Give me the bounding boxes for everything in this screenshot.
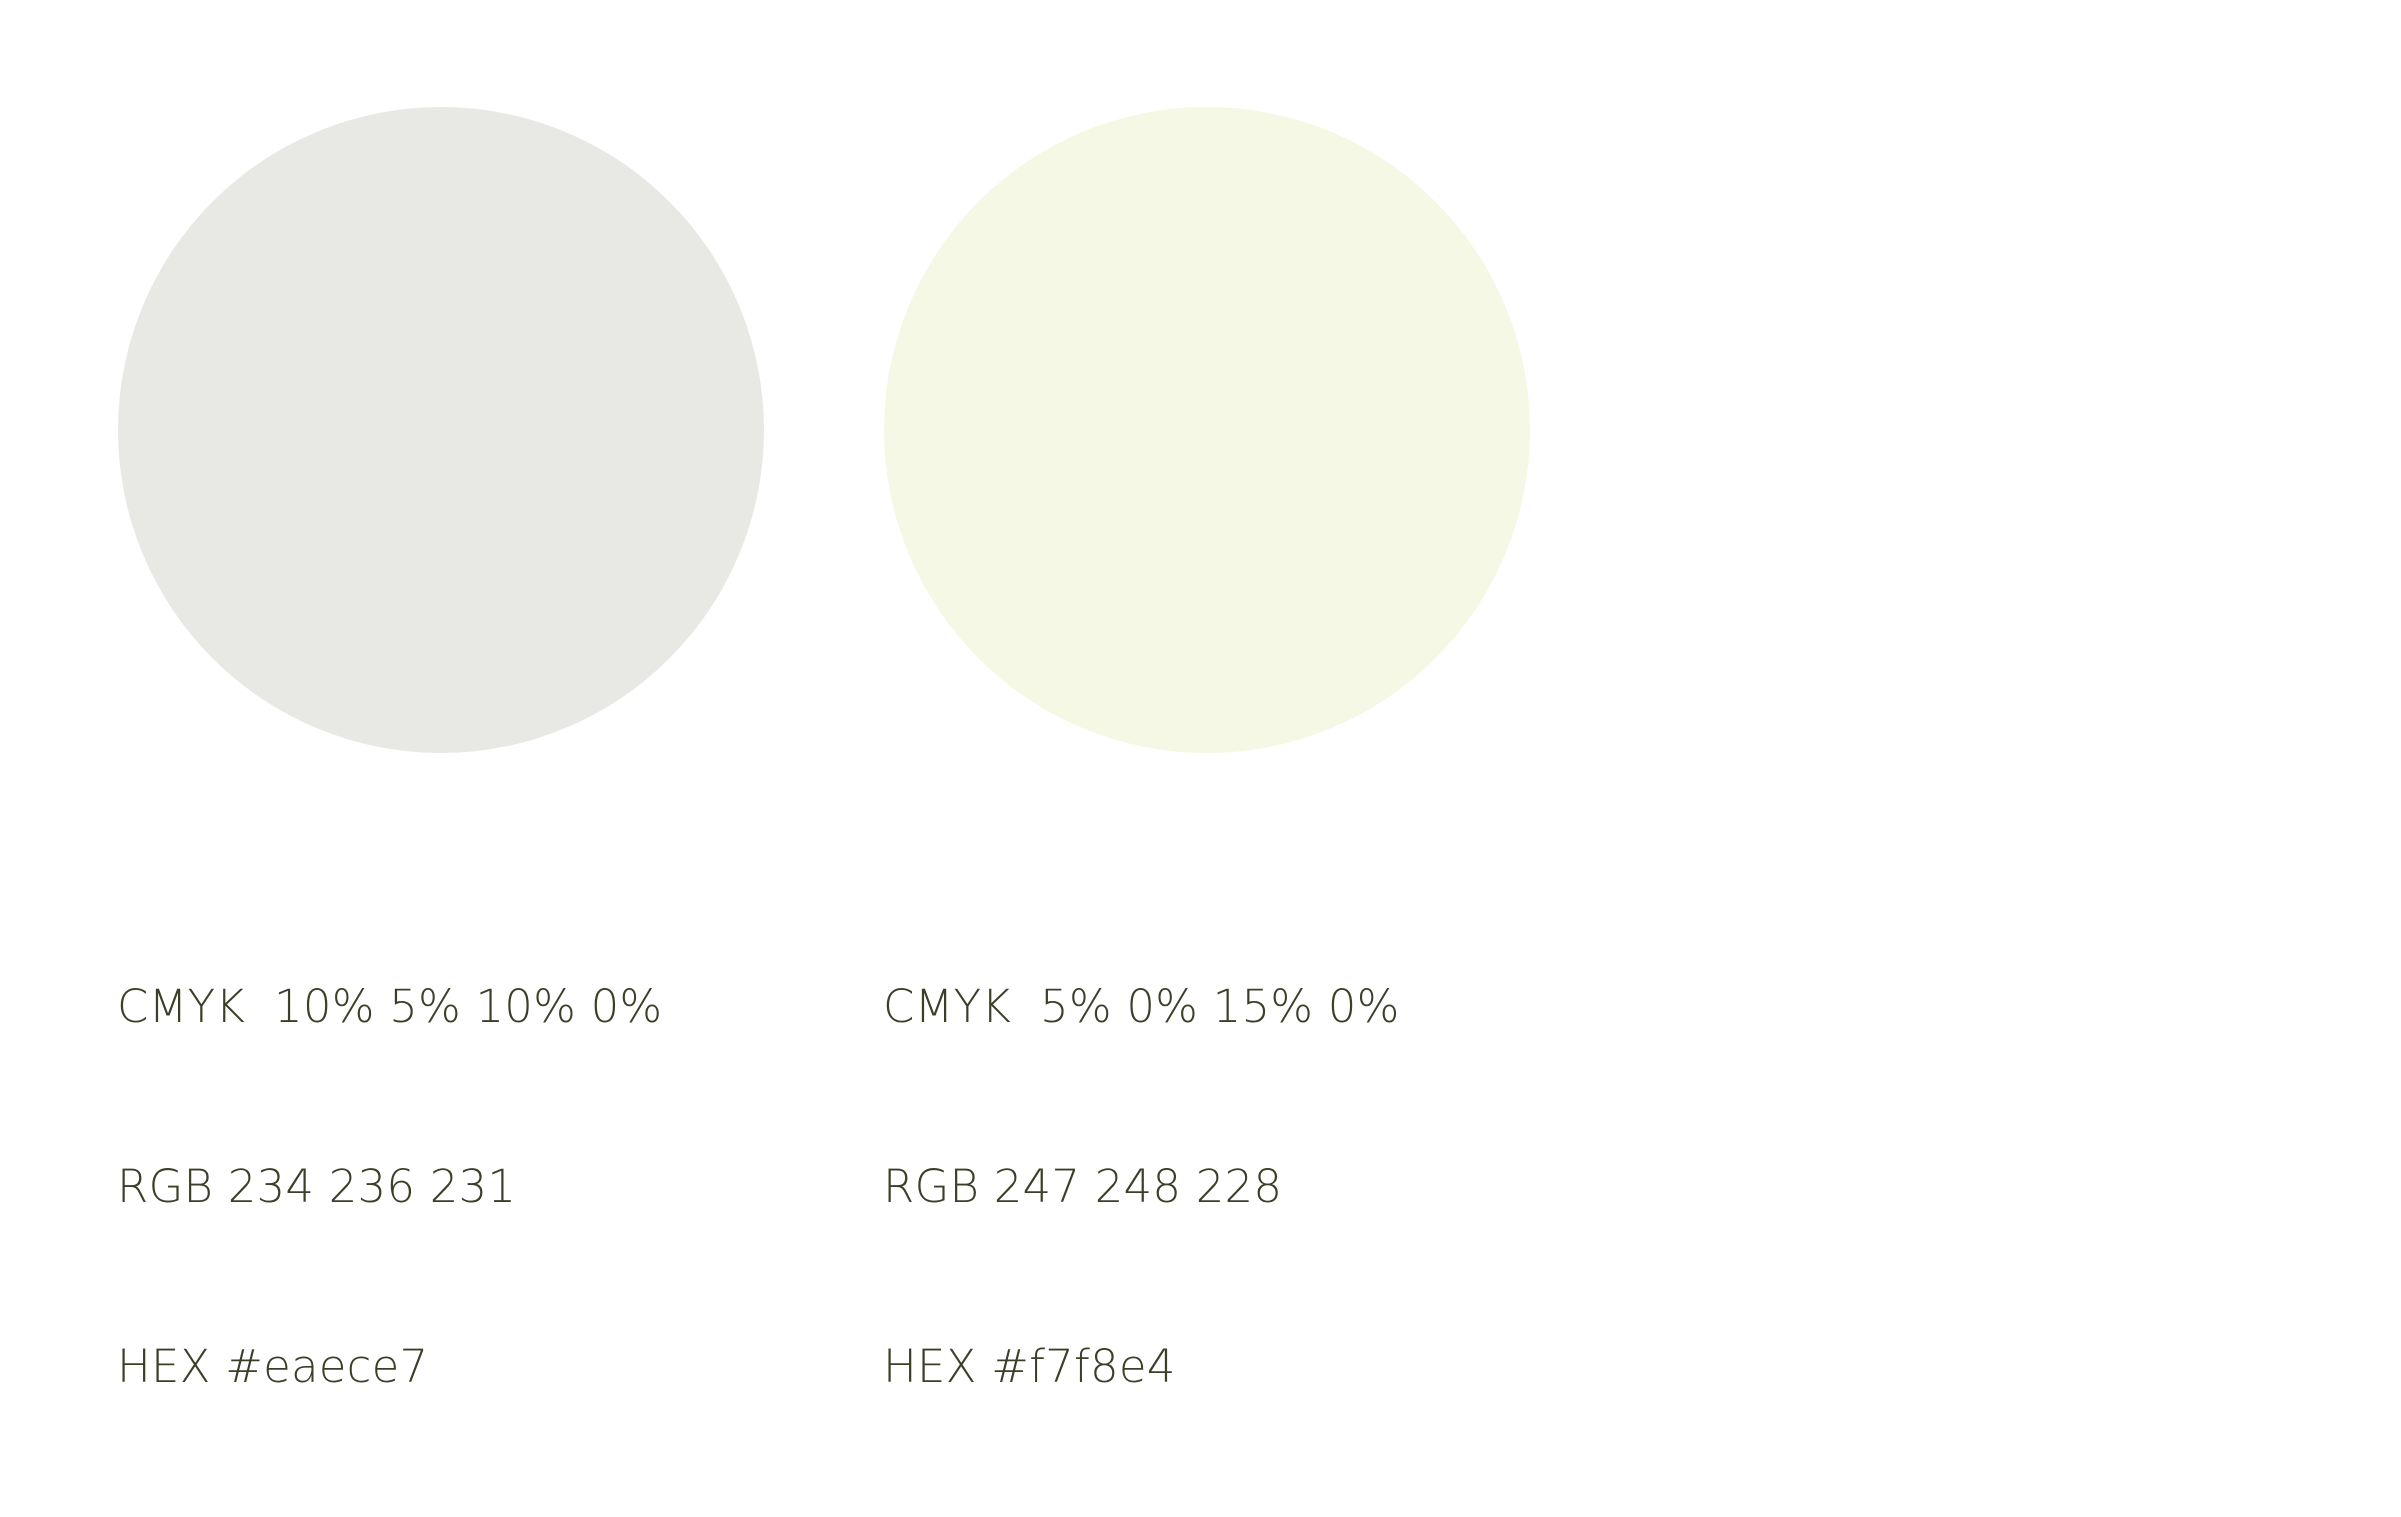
hex-value-2: HEX #f7f8e4 [883,1340,1176,1393]
cmyk-value-1: CMYK 10% 5% 10% 0% [117,980,663,1033]
cmyk-value-2: CMYK 5% 0% 15% 0% [883,980,1400,1033]
color-circle-2 [884,107,1530,753]
color-circle-1 [118,107,764,753]
hex-value-1: HEX #eaece7 [117,1340,429,1393]
color-swatch-1: CMYK 10% 5% 10% 0% RGB 234 236 231 HEX #… [117,0,837,1393]
rgb-value-1: RGB 234 236 231 [117,1160,517,1213]
color-swatch-2: CMYK 5% 0% 15% 0% RGB 247 248 228 HEX #f… [883,0,1603,1393]
rgb-value-2: RGB 247 248 228 [883,1160,1283,1213]
color-spec-1: CMYK 10% 5% 10% 0% RGB 234 236 231 HEX #… [117,857,837,1517]
color-spec-2: CMYK 5% 0% 15% 0% RGB 247 248 228 HEX #f… [883,857,1603,1517]
